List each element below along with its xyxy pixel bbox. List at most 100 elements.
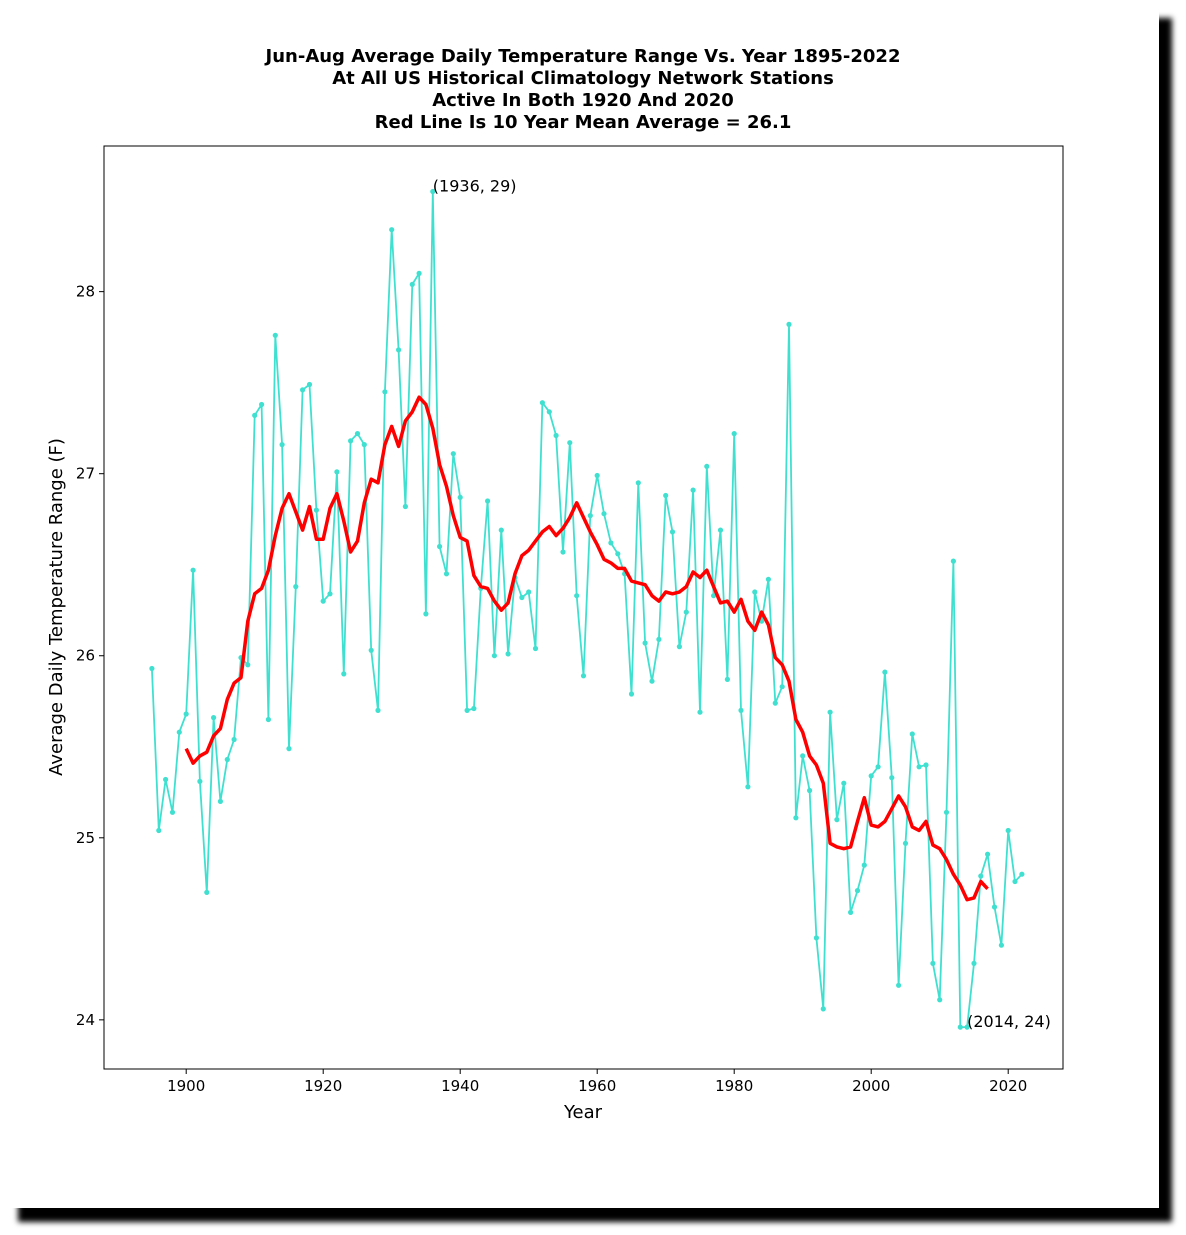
data-point [752, 589, 758, 595]
data-point [594, 472, 600, 479]
data-point [354, 431, 361, 437]
data-point [937, 997, 943, 1003]
data-point [149, 665, 155, 672]
data-point [793, 815, 799, 821]
title-line-1: Jun-Aug Average Daily Temperature Range … [264, 46, 901, 67]
y-axis-label: Average Daily Temperature Range (F) [46, 438, 67, 776]
data-point [635, 480, 641, 486]
data-point [423, 611, 429, 617]
data-point [491, 653, 497, 659]
data-point [320, 598, 326, 604]
data-point [327, 591, 333, 597]
data-point [498, 527, 504, 533]
data-point [991, 904, 998, 910]
plot-area [103, 145, 1064, 1070]
data-point [190, 567, 196, 573]
data-point [930, 960, 936, 967]
data-point [656, 636, 662, 643]
data-point [669, 529, 676, 535]
x-axis-label: Year [563, 1102, 603, 1123]
data-point [916, 764, 922, 770]
data-point [813, 935, 820, 941]
title-line-3: Active In Both 1920 And 2020 [432, 90, 734, 111]
data-point [464, 707, 470, 714]
data-point [889, 775, 895, 781]
data-point [717, 527, 724, 533]
data-point [409, 281, 415, 287]
data-point [450, 451, 456, 457]
point-annotation: (1936, 29) [433, 177, 517, 196]
data-point [772, 700, 778, 706]
data-point [505, 651, 511, 657]
data-line [151, 190, 1023, 1028]
data-point [731, 431, 737, 437]
data-point [183, 711, 189, 717]
data-point [272, 332, 278, 338]
data-point [293, 584, 299, 590]
data-point [711, 593, 717, 599]
data-point [724, 676, 731, 683]
data-point [704, 463, 710, 469]
data-point [519, 594, 525, 601]
data-point [615, 551, 621, 557]
data-point [923, 762, 929, 768]
x-tick-label: 1900 [167, 1077, 205, 1095]
data-point [957, 1024, 963, 1030]
mean-line [184, 395, 989, 902]
data-point [683, 609, 689, 615]
data-point [697, 709, 703, 715]
data-point [286, 746, 292, 752]
data-point [971, 960, 977, 967]
data-point [827, 709, 833, 715]
data-point [998, 942, 1005, 948]
data-point [245, 662, 251, 668]
data-point [224, 756, 230, 763]
data-point [978, 873, 984, 879]
x-tick-label: 1920 [304, 1077, 342, 1095]
data-point [628, 691, 635, 697]
x-tick-label: 1980 [715, 1077, 753, 1095]
data-point [526, 589, 532, 595]
data-point [443, 571, 450, 577]
data-point [169, 809, 176, 815]
data-point [368, 647, 374, 653]
annotations: (1936, 29) (2014, 24) [433, 177, 1051, 1032]
data-point [943, 809, 950, 815]
title-line-4: Red Line Is 10 Year Mean Average = 26.1 [375, 112, 792, 133]
data-point [848, 909, 854, 916]
data-point [779, 684, 785, 690]
x-tick-label: 2020 [989, 1077, 1027, 1095]
data-point [786, 321, 792, 327]
data-point [389, 227, 395, 233]
data-point [1012, 878, 1018, 885]
data-point [909, 731, 915, 737]
data-point [532, 645, 539, 652]
data-point [231, 736, 237, 743]
data-point [950, 558, 957, 564]
chart-title: Jun-Aug Average Daily Temperature Range … [264, 46, 901, 133]
data-point [163, 776, 169, 783]
data-point [402, 503, 408, 510]
y-tick-label: 25 [76, 829, 95, 847]
data-point [382, 389, 388, 395]
x-tick-label: 1960 [578, 1077, 616, 1095]
data-point [176, 729, 182, 735]
data-point [807, 787, 813, 794]
data-point [649, 678, 655, 684]
data-point [361, 442, 367, 448]
data-point [217, 798, 223, 805]
data-point [560, 549, 566, 555]
data-point [745, 784, 751, 790]
y-tick-label: 28 [76, 283, 95, 301]
data-point [854, 888, 861, 894]
data-point [868, 773, 874, 779]
series-layer [149, 188, 1025, 1030]
data-point [580, 673, 587, 679]
x-tick-label: 2000 [852, 1077, 890, 1095]
data-point [375, 707, 381, 714]
y-tick-label: 24 [76, 1011, 95, 1029]
data-point [738, 707, 744, 714]
data-point [676, 644, 683, 650]
data-point [539, 400, 546, 406]
